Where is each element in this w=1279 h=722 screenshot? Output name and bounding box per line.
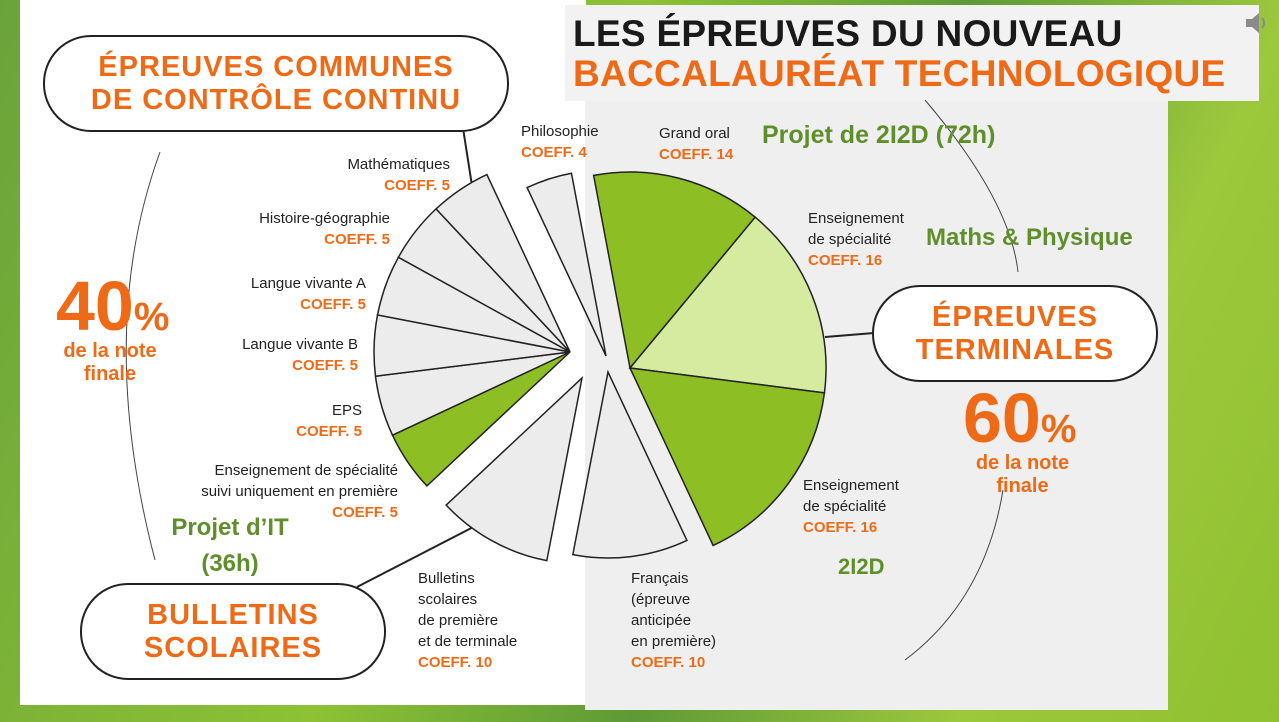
bulletins-pill: BULLETINS SCOLAIRES	[80, 583, 386, 680]
label-line: Langue vivante A	[250, 275, 366, 292]
label-line: Histoire-géographie	[259, 210, 390, 227]
label-line: de première	[418, 612, 499, 629]
label-line: de spécialité	[808, 231, 892, 248]
controle-label-1: ÉPREUVES COMMUNES	[98, 50, 454, 83]
bulletins-label-1: BULLETINS	[147, 598, 319, 631]
label-line: et de terminale	[418, 633, 518, 650]
title-box	[565, 5, 1259, 101]
coeff-label: COEFF. 16	[808, 252, 883, 269]
coeff-label: COEFF. 5	[324, 231, 390, 248]
pie-slice-grand-oral	[592, 171, 757, 370]
annotation-projet-2i2d: Projet de 2I2D (72h)	[762, 121, 996, 149]
controle-continu-pill: ÉPREUVES COMMUNES DE CONTRÔLE CONTINU	[43, 35, 509, 132]
percent-60-value: 60	[963, 379, 1041, 457]
pie-slice-francais	[571, 369, 688, 559]
title-line2: BACCALAURÉAT TECHNOLOGIQUE	[573, 53, 1226, 94]
label-line: Enseignement	[808, 210, 904, 227]
annotation-2i2d: 2I2D	[838, 554, 885, 579]
note-60: de la note finale	[960, 452, 1085, 498]
label-specialite-2: Enseignement de spécialité COEFF. 16	[803, 475, 899, 538]
label-line: Enseignement de spécialité	[214, 462, 398, 479]
percent-40: 40%	[56, 271, 170, 341]
note-40: de la note finale	[50, 340, 170, 386]
label-langue-b: Langue vivante B COEFF. 5	[242, 334, 358, 376]
label-line: suivi uniquement en première	[201, 483, 398, 500]
label-langue-a: Langue vivante A COEFF. 5	[251, 273, 366, 315]
coeff-label: COEFF. 5	[300, 296, 366, 313]
percent-sign: %	[1040, 407, 1077, 451]
terminales-pill: ÉPREUVES TERMINALES	[872, 285, 1158, 382]
label-line: scolaires	[418, 591, 478, 608]
pie-slice-specialite-2	[628, 367, 826, 547]
coeff-label: COEFF. 14	[659, 146, 734, 163]
label-line: en première)	[631, 633, 717, 650]
coeff-label: COEFF. 10	[418, 654, 493, 671]
label-eps: EPS COEFF. 5	[296, 400, 362, 442]
label-line: Grand oral	[659, 125, 730, 142]
coeff-label: COEFF. 16	[803, 519, 878, 536]
percent-60: 60%	[963, 383, 1077, 453]
pie-slice-bulletins	[445, 375, 584, 562]
label-line: Français	[631, 570, 689, 587]
label-francais: Français (épreuve anticipée en première) COE…	[631, 568, 716, 673]
label-line: Bulletins	[418, 570, 475, 587]
projet-it-line1: Projet d’IT	[171, 514, 289, 541]
terminales-label-2: TERMINALES	[915, 333, 1115, 366]
title-line1: LES ÉPREUVES DU NOUVEAU	[573, 13, 1123, 54]
connector-terminales	[824, 332, 875, 338]
note-40-line2: finale	[83, 363, 137, 385]
coeff-label: COEFF. 5	[292, 357, 358, 374]
terminales-label-1: ÉPREUVES	[932, 300, 1098, 333]
label-line: de spécialité	[803, 498, 887, 515]
label-line: Enseignement	[803, 477, 899, 494]
label-grand-oral: Grand oral COEFF. 14	[659, 123, 733, 165]
coeff-label: COEFF. 10	[631, 654, 706, 671]
label-line: Mathématiques	[347, 156, 450, 173]
label-specialite-1: Enseignement de spécialité COEFF. 16	[808, 208, 904, 271]
coeff-label: COEFF. 5	[296, 423, 362, 440]
annotation-maths-physique: Maths & Physique	[926, 224, 1133, 251]
pie-slice-mathematiques	[435, 173, 571, 353]
label-line: (épreuve	[631, 591, 691, 608]
speaker-icon[interactable]	[1244, 12, 1270, 34]
label-histoire-geo: Histoire-géographie COEFF. 5	[259, 208, 390, 250]
label-specialite-premiere: Enseignement de spécialité suivi uniqueme…	[201, 460, 398, 523]
controle-label-2: DE CONTRÔLE CONTINU	[90, 83, 462, 116]
bulletins-label-2: SCOLAIRES	[143, 631, 323, 664]
note-60-line1: de la note	[975, 452, 1070, 474]
label-line: Langue vivante B	[242, 336, 358, 353]
note-60-line2: finale	[996, 475, 1049, 497]
projet-it-line2: (36h)	[201, 550, 259, 577]
label-bulletins: Bulletins scolaires de première et de termi…	[418, 568, 517, 673]
note-40-line1: de la note	[63, 340, 157, 362]
coeff-label: COEFF. 5	[384, 177, 450, 194]
decor-arc-left	[125, 151, 161, 561]
label-line: Philosophie	[521, 123, 599, 140]
decor-arc-right-top	[924, 99, 1019, 273]
label-line: anticipée	[631, 612, 692, 629]
label-line: EPS	[331, 402, 362, 419]
label-philosophie: Philosophie COEFF. 4	[521, 121, 599, 163]
percent-sign: %	[133, 295, 170, 339]
label-mathematiques: Mathématiques COEFF. 5	[347, 154, 450, 196]
pie-slice-specialite-1	[628, 216, 827, 394]
coeff-label: COEFF. 4	[521, 144, 587, 161]
coeff-label: COEFF. 5	[332, 504, 398, 521]
decor-arc-right-bottom	[904, 489, 1004, 661]
connector-bulletins	[356, 521, 484, 588]
percent-40-value: 40	[56, 267, 134, 345]
annotation-projet-it: Projet d’IT (36h)	[160, 510, 300, 582]
pie-slice-philosophie	[526, 172, 607, 357]
